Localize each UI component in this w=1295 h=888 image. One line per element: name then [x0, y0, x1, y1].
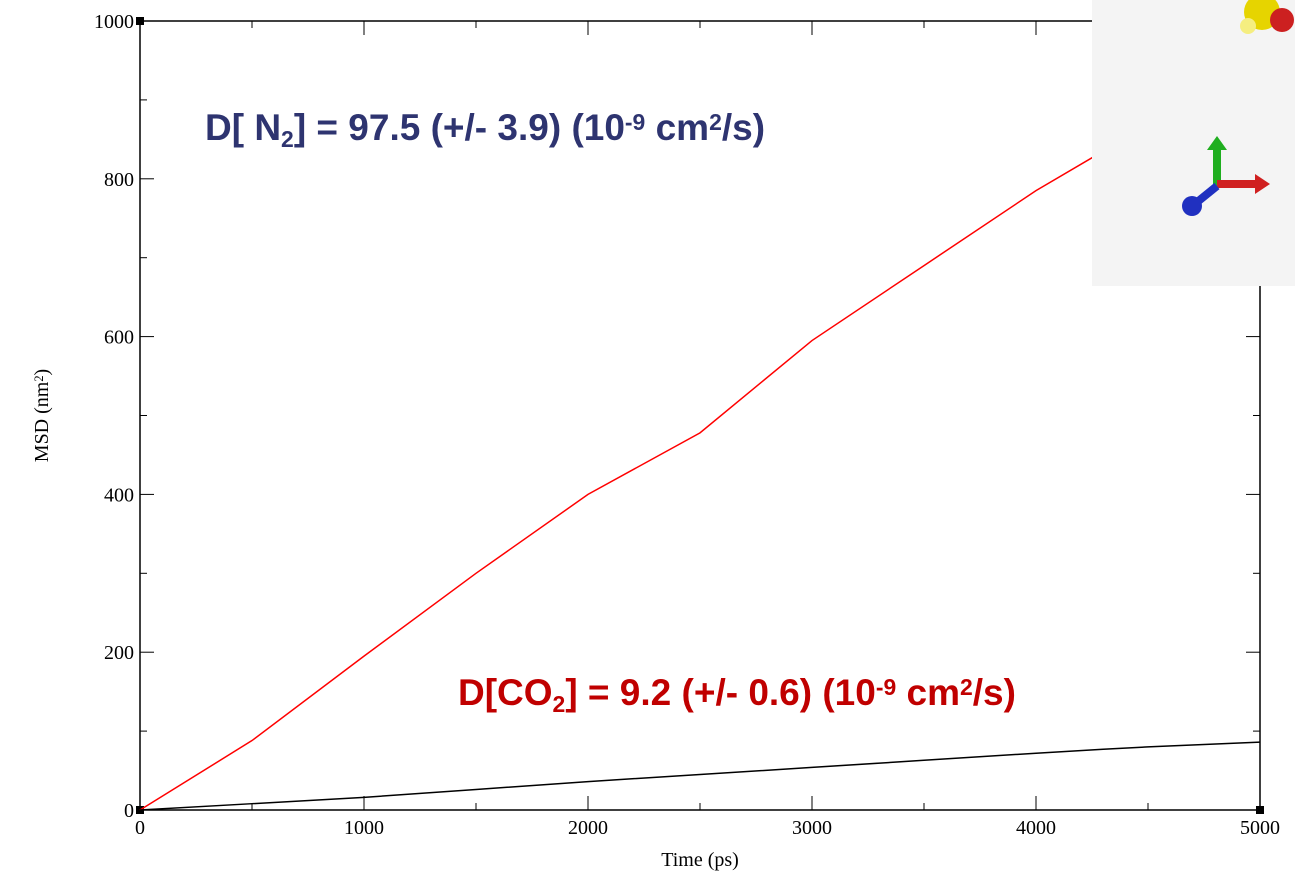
x-tick-label: 2000 — [568, 817, 608, 839]
x-tick-label: 3000 — [792, 817, 832, 839]
text-part: cm — [896, 672, 960, 713]
annotation: D[ N2] = 97.5 (+/- 3.9) (10-9 cm2/s) — [205, 107, 765, 152]
text-part: ] = 9.2 (+/- 0.6) (10 — [565, 672, 876, 713]
x-tick-label: 1000 — [344, 817, 384, 839]
text-part: -9 — [625, 109, 645, 135]
y-tick-label: 1000 — [94, 11, 134, 33]
text-part: ) — [31, 369, 53, 376]
inset-image — [1092, 0, 1295, 286]
molecule — [1270, 8, 1294, 32]
x-tick-label: 5000 — [1240, 817, 1280, 839]
text-part: 2 — [709, 109, 722, 135]
x-tick-label: 0 — [135, 817, 145, 839]
y-tick-label: 400 — [104, 484, 134, 506]
y-tick-label: 0 — [124, 800, 134, 822]
text-part: D[CO — [458, 672, 553, 713]
text-part: 2 — [553, 691, 566, 717]
y-tick-label: 200 — [104, 642, 134, 664]
axis-arrow — [1182, 196, 1202, 216]
text-part: cm — [645, 107, 709, 148]
series-line — [140, 742, 1260, 810]
x-axis-title: Time (ps) — [661, 849, 739, 871]
text-part: -9 — [876, 674, 896, 700]
text-part: MSD (nm — [31, 381, 53, 462]
chart: 0 1000 2000 3000 4000 5000 0 200 400 600 800 1000 Ti… — [0, 0, 1295, 888]
text-part: ] = 97.5 (+/- 3.9) (10 — [294, 107, 625, 148]
molecule — [1240, 18, 1256, 34]
y-axis-title: MSD (nm2) — [31, 369, 53, 462]
y-tick-label: 800 — [104, 169, 134, 191]
annotation: D[CO2] = 9.2 (+/- 0.6) (10-9 cm2/s) — [458, 672, 1016, 717]
text-part: D[ N — [205, 107, 281, 148]
text-part: 2 — [281, 126, 294, 152]
text-part: /s) — [973, 672, 1016, 713]
text-part: /s) — [722, 107, 765, 148]
x-tick-label: 4000 — [1016, 817, 1056, 839]
text-part: 2 — [960, 674, 973, 700]
y-tick-label: 600 — [104, 327, 134, 349]
inset-background — [1092, 0, 1295, 286]
